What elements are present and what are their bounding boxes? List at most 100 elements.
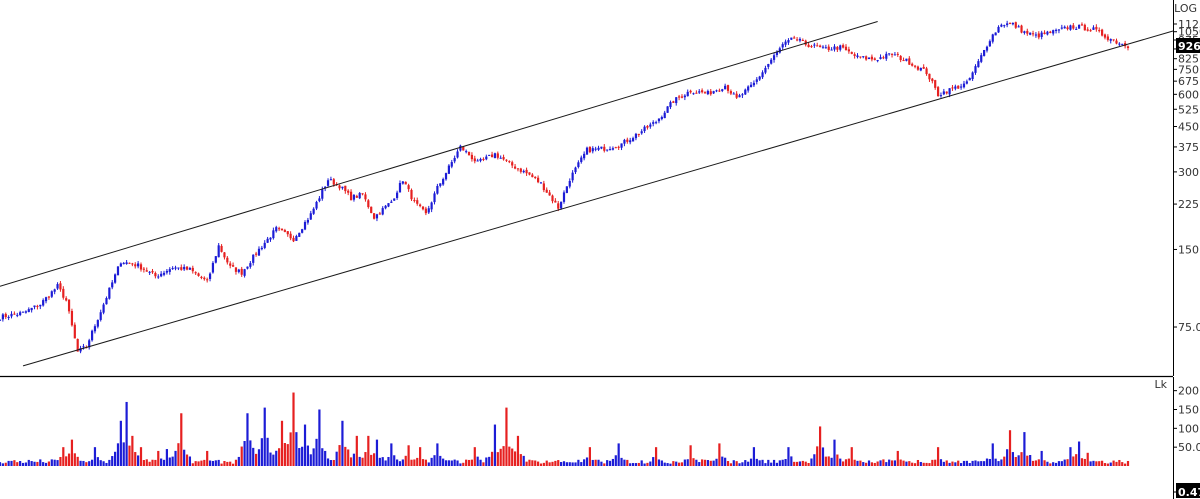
- candle-body: [819, 45, 822, 47]
- candle-body: [784, 41, 787, 45]
- candle-body: [174, 267, 177, 269]
- volume-bar: [726, 461, 730, 466]
- volume-bar: [640, 460, 643, 466]
- volume-bar: [1103, 463, 1107, 466]
- volume-bar: [1095, 461, 1098, 466]
- volume-bar: [1006, 449, 1009, 466]
- volume-bar: [344, 446, 347, 466]
- volume-bar: [1086, 452, 1089, 466]
- volume-bar: [65, 456, 68, 466]
- candle-body: [511, 162, 514, 166]
- candle-body: [1011, 22, 1014, 25]
- volume-bar: [571, 462, 574, 466]
- volume-bar: [574, 462, 577, 466]
- volume-bar: [908, 461, 911, 466]
- volume-bar: [396, 459, 399, 466]
- volume-bar: [237, 456, 240, 466]
- volume-bar: [683, 459, 686, 466]
- volume-bar: [243, 441, 246, 466]
- volume-bar: [162, 459, 166, 466]
- candle-body: [180, 267, 183, 270]
- candle-body: [289, 233, 292, 239]
- price-axis: 1125105097582575067560052545037530022515…: [1173, 0, 1200, 376]
- volume-bar: [611, 458, 615, 466]
- candle-body: [637, 133, 640, 135]
- candle-body: [24, 311, 27, 313]
- candle-body: [27, 309, 30, 312]
- volume-bar: [47, 461, 51, 466]
- volume-bar: [807, 462, 810, 466]
- candle-body: [703, 92, 707, 94]
- candle-body: [580, 157, 583, 162]
- volume-bar: [859, 460, 862, 466]
- candle-body: [646, 125, 649, 128]
- candle-body: [1092, 27, 1095, 30]
- candle-body: [597, 147, 600, 150]
- volume-bar: [502, 446, 505, 466]
- candle-body: [19, 312, 22, 316]
- volume-bar: [485, 457, 488, 466]
- candle-body: [747, 86, 750, 91]
- candle-body: [951, 87, 954, 89]
- volume-bar: [787, 447, 790, 466]
- candle-body: [539, 182, 543, 184]
- volume-bar: [850, 447, 853, 466]
- candle-body: [977, 61, 980, 68]
- candle-body: [821, 46, 825, 48]
- volume-bar: [476, 456, 479, 466]
- volume-bar: [718, 443, 721, 466]
- candle-body: [1126, 46, 1130, 49]
- volume-bar: [332, 459, 335, 466]
- candle-body: [652, 122, 655, 124]
- candle-body: [577, 162, 580, 168]
- volume-bar: [470, 459, 474, 466]
- volume-bar: [896, 450, 899, 466]
- volume-bar: [678, 462, 681, 466]
- volume-bar: [1118, 459, 1121, 466]
- volume-bar: [151, 459, 154, 466]
- volume-bar: [798, 461, 802, 466]
- candle-body: [899, 55, 902, 61]
- candle-body: [669, 102, 672, 108]
- candle-body: [678, 96, 681, 98]
- volume-bar: [185, 454, 189, 466]
- volume-bar: [893, 460, 897, 466]
- candle-body: [502, 157, 505, 160]
- volume-bar: [594, 459, 597, 466]
- candle-body: [122, 263, 125, 265]
- candle-body: [528, 172, 531, 175]
- candle-body: [1014, 22, 1017, 28]
- volume-bar: [488, 456, 491, 466]
- candle-body: [217, 245, 220, 258]
- volume-bar: [985, 458, 989, 466]
- candle-body: [108, 287, 111, 299]
- volume-bar: [191, 463, 194, 466]
- candle-body: [36, 305, 39, 307]
- volume-bar: [580, 462, 583, 466]
- volume-bar: [882, 459, 885, 466]
- candle-body: [197, 273, 200, 276]
- candle-body: [744, 89, 747, 95]
- candle-body: [853, 54, 856, 56]
- volume-bar: [764, 463, 767, 466]
- candle-body: [105, 298, 108, 305]
- volume-bar: [810, 458, 813, 466]
- candle-body: [211, 262, 215, 273]
- volume-bar: [177, 443, 180, 466]
- last-price-badge: 926.: [1176, 38, 1200, 53]
- candle-body: [114, 274, 117, 283]
- volume-bar: [266, 437, 269, 466]
- candle-body: [59, 283, 62, 290]
- candle-body: [1054, 29, 1058, 31]
- candle-body: [571, 172, 574, 181]
- candle-body: [816, 45, 819, 47]
- candle-body: [513, 166, 517, 169]
- candle-body: [960, 86, 963, 88]
- volume-bar: [1054, 462, 1058, 466]
- volume-bar: [821, 447, 825, 466]
- candle-body: [695, 92, 698, 94]
- volume-bar: [709, 460, 712, 466]
- volume-bar: [73, 453, 76, 466]
- candle-body: [948, 88, 951, 95]
- volume-bar: [252, 447, 255, 466]
